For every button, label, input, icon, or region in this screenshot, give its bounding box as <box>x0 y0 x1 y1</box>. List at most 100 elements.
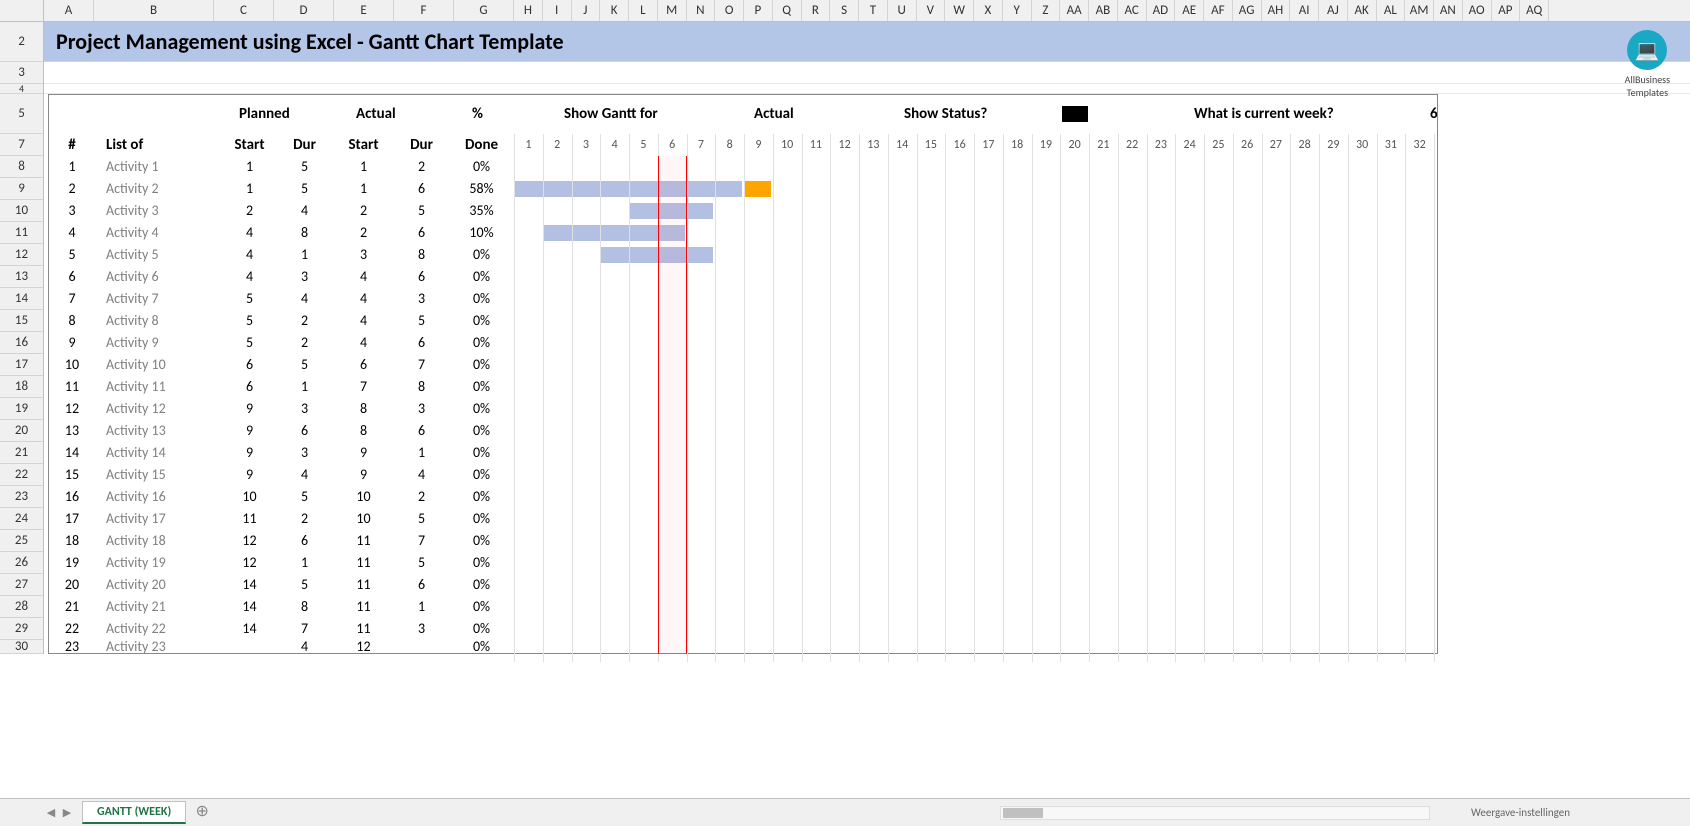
tab-nav-prev-icon[interactable]: ◀ <box>44 806 58 819</box>
select-all-corner[interactable] <box>0 0 44 22</box>
cell-index[interactable]: 22 <box>52 618 92 640</box>
cell-index[interactable]: 14 <box>52 442 92 464</box>
col-header-R[interactable]: R <box>802 0 831 21</box>
cell-planned-dur[interactable]: 5 <box>277 178 332 200</box>
cell-index[interactable]: 3 <box>52 200 92 222</box>
col-header-AE[interactable]: AE <box>1175 0 1204 21</box>
cell-actual-start[interactable]: 2 <box>336 200 391 222</box>
table-row[interactable]: 12Activity 1293830% <box>44 398 1690 420</box>
cell-actual-dur[interactable]: 6 <box>394 178 449 200</box>
cell-planned-dur[interactable]: 1 <box>277 552 332 574</box>
cell-actual-start[interactable]: 4 <box>336 288 391 310</box>
cell-actual-start[interactable]: 10 <box>336 508 391 530</box>
cell-actual-start[interactable]: 9 <box>336 464 391 486</box>
cell-planned-dur[interactable]: 2 <box>277 310 332 332</box>
col-header-P[interactable]: P <box>744 0 773 21</box>
week-header-12[interactable]: 12 <box>830 134 859 156</box>
cell-planned-dur[interactable]: 3 <box>277 442 332 464</box>
col-header-AN[interactable]: AN <box>1434 0 1463 21</box>
week-header-22[interactable]: 22 <box>1118 134 1147 156</box>
row-header-21[interactable]: 21 <box>0 442 43 464</box>
cell-planned-start[interactable]: 14 <box>222 618 277 640</box>
cell-activity-name[interactable]: Activity 1 <box>102 156 217 178</box>
col-header-X[interactable]: X <box>974 0 1003 21</box>
col-header-V[interactable]: V <box>917 0 946 21</box>
cell-activity-name[interactable]: Activity 10 <box>102 354 217 376</box>
cell-planned-dur[interactable]: 8 <box>277 596 332 618</box>
col-header-AK[interactable]: AK <box>1348 0 1377 21</box>
cell-actual-dur[interactable]: 6 <box>394 574 449 596</box>
cell-index[interactable]: 23 <box>52 640 92 654</box>
cell-activity-name[interactable]: Activity 18 <box>102 530 217 552</box>
cell-done[interactable]: 0% <box>454 156 509 178</box>
col-header-B[interactable]: B <box>94 0 214 21</box>
cell-activity-name[interactable]: Activity 9 <box>102 332 217 354</box>
col-header-AI[interactable]: AI <box>1290 0 1319 21</box>
cell-done[interactable]: 0% <box>454 420 509 442</box>
col-header-U[interactable]: U <box>888 0 917 21</box>
table-row[interactable]: 10Activity 1065670% <box>44 354 1690 376</box>
week-header-24[interactable]: 24 <box>1175 134 1204 156</box>
table-row[interactable]: 7Activity 754430% <box>44 288 1690 310</box>
cell-planned-start[interactable]: 9 <box>222 398 277 420</box>
week-header-7[interactable]: 7 <box>687 134 716 156</box>
col-header-AJ[interactable]: AJ <box>1319 0 1348 21</box>
col-header-D[interactable]: D <box>274 0 334 21</box>
cell-planned-dur[interactable]: 6 <box>277 530 332 552</box>
table-row[interactable]: 6Activity 643460% <box>44 266 1690 288</box>
cell-activity-name[interactable]: Activity 4 <box>102 222 217 244</box>
row-header-19[interactable]: 19 <box>0 398 43 420</box>
cell-done[interactable]: 0% <box>454 310 509 332</box>
cell-activity-name[interactable]: Activity 21 <box>102 596 217 618</box>
col-header-A[interactable]: A <box>44 0 94 21</box>
cell-activity-name[interactable]: Activity 7 <box>102 288 217 310</box>
col-header-E[interactable]: E <box>334 0 394 21</box>
cell-done[interactable]: 0% <box>454 596 509 618</box>
col-header-L[interactable]: L <box>629 0 658 21</box>
cell-done[interactable]: 0% <box>454 574 509 596</box>
cell-planned-start[interactable]: 5 <box>222 310 277 332</box>
row-header-10[interactable]: 10 <box>0 200 43 222</box>
cell-done[interactable]: 0% <box>454 354 509 376</box>
cell-index[interactable]: 7 <box>52 288 92 310</box>
cell-planned-dur[interactable]: 8 <box>277 222 332 244</box>
cell-actual-dur[interactable]: 8 <box>394 244 449 266</box>
week-header-2[interactable]: 2 <box>543 134 572 156</box>
cell-activity-name[interactable]: Activity 23 <box>102 640 217 654</box>
cell-activity-name[interactable]: Activity 17 <box>102 508 217 530</box>
display-settings-label[interactable]: Weergave-instellingen <box>1471 806 1570 819</box>
cell-actual-dur[interactable]: 3 <box>394 398 449 420</box>
cell-actual-start[interactable]: 3 <box>336 244 391 266</box>
week-header-17[interactable]: 17 <box>974 134 1003 156</box>
cell-actual-dur[interactable]: 2 <box>394 156 449 178</box>
th-done[interactable]: Done <box>454 134 509 156</box>
th-index[interactable]: # <box>52 134 92 156</box>
cell-planned-dur[interactable]: 7 <box>277 618 332 640</box>
cell-done[interactable]: 0% <box>454 398 509 420</box>
cell-planned-dur[interactable]: 5 <box>277 354 332 376</box>
cell-done[interactable]: 0% <box>454 244 509 266</box>
cell-actual-start[interactable]: 11 <box>336 618 391 640</box>
table-row[interactable]: 19Activity 191211150% <box>44 552 1690 574</box>
table-row[interactable]: 11Activity 1161780% <box>44 376 1690 398</box>
cell-actual-dur[interactable]: 7 <box>394 354 449 376</box>
table-row[interactable]: 23Activity 234120% <box>44 640 1690 654</box>
cell-index[interactable]: 4 <box>52 222 92 244</box>
cell-planned-dur[interactable]: 3 <box>277 398 332 420</box>
cell-activity-name[interactable]: Activity 15 <box>102 464 217 486</box>
week-header-14[interactable]: 14 <box>888 134 917 156</box>
cell-done[interactable]: 10% <box>454 222 509 244</box>
week-header-3[interactable]: 3 <box>572 134 601 156</box>
cell-planned-start[interactable]: 9 <box>222 420 277 442</box>
cell-planned-start[interactable]: 12 <box>222 530 277 552</box>
week-header-21[interactable]: 21 <box>1089 134 1118 156</box>
table-row[interactable]: 18Activity 181261170% <box>44 530 1690 552</box>
week-header-30[interactable]: 30 <box>1348 134 1377 156</box>
row-header-15[interactable]: 15 <box>0 310 43 332</box>
cell-planned-dur[interactable]: 4 <box>277 640 332 654</box>
week-header-31[interactable]: 31 <box>1377 134 1406 156</box>
row-header-2[interactable]: 2 <box>0 22 43 62</box>
cell-actual-start[interactable]: 8 <box>336 398 391 420</box>
cell-activity-name[interactable]: Activity 14 <box>102 442 217 464</box>
cell-planned-start[interactable]: 14 <box>222 596 277 618</box>
